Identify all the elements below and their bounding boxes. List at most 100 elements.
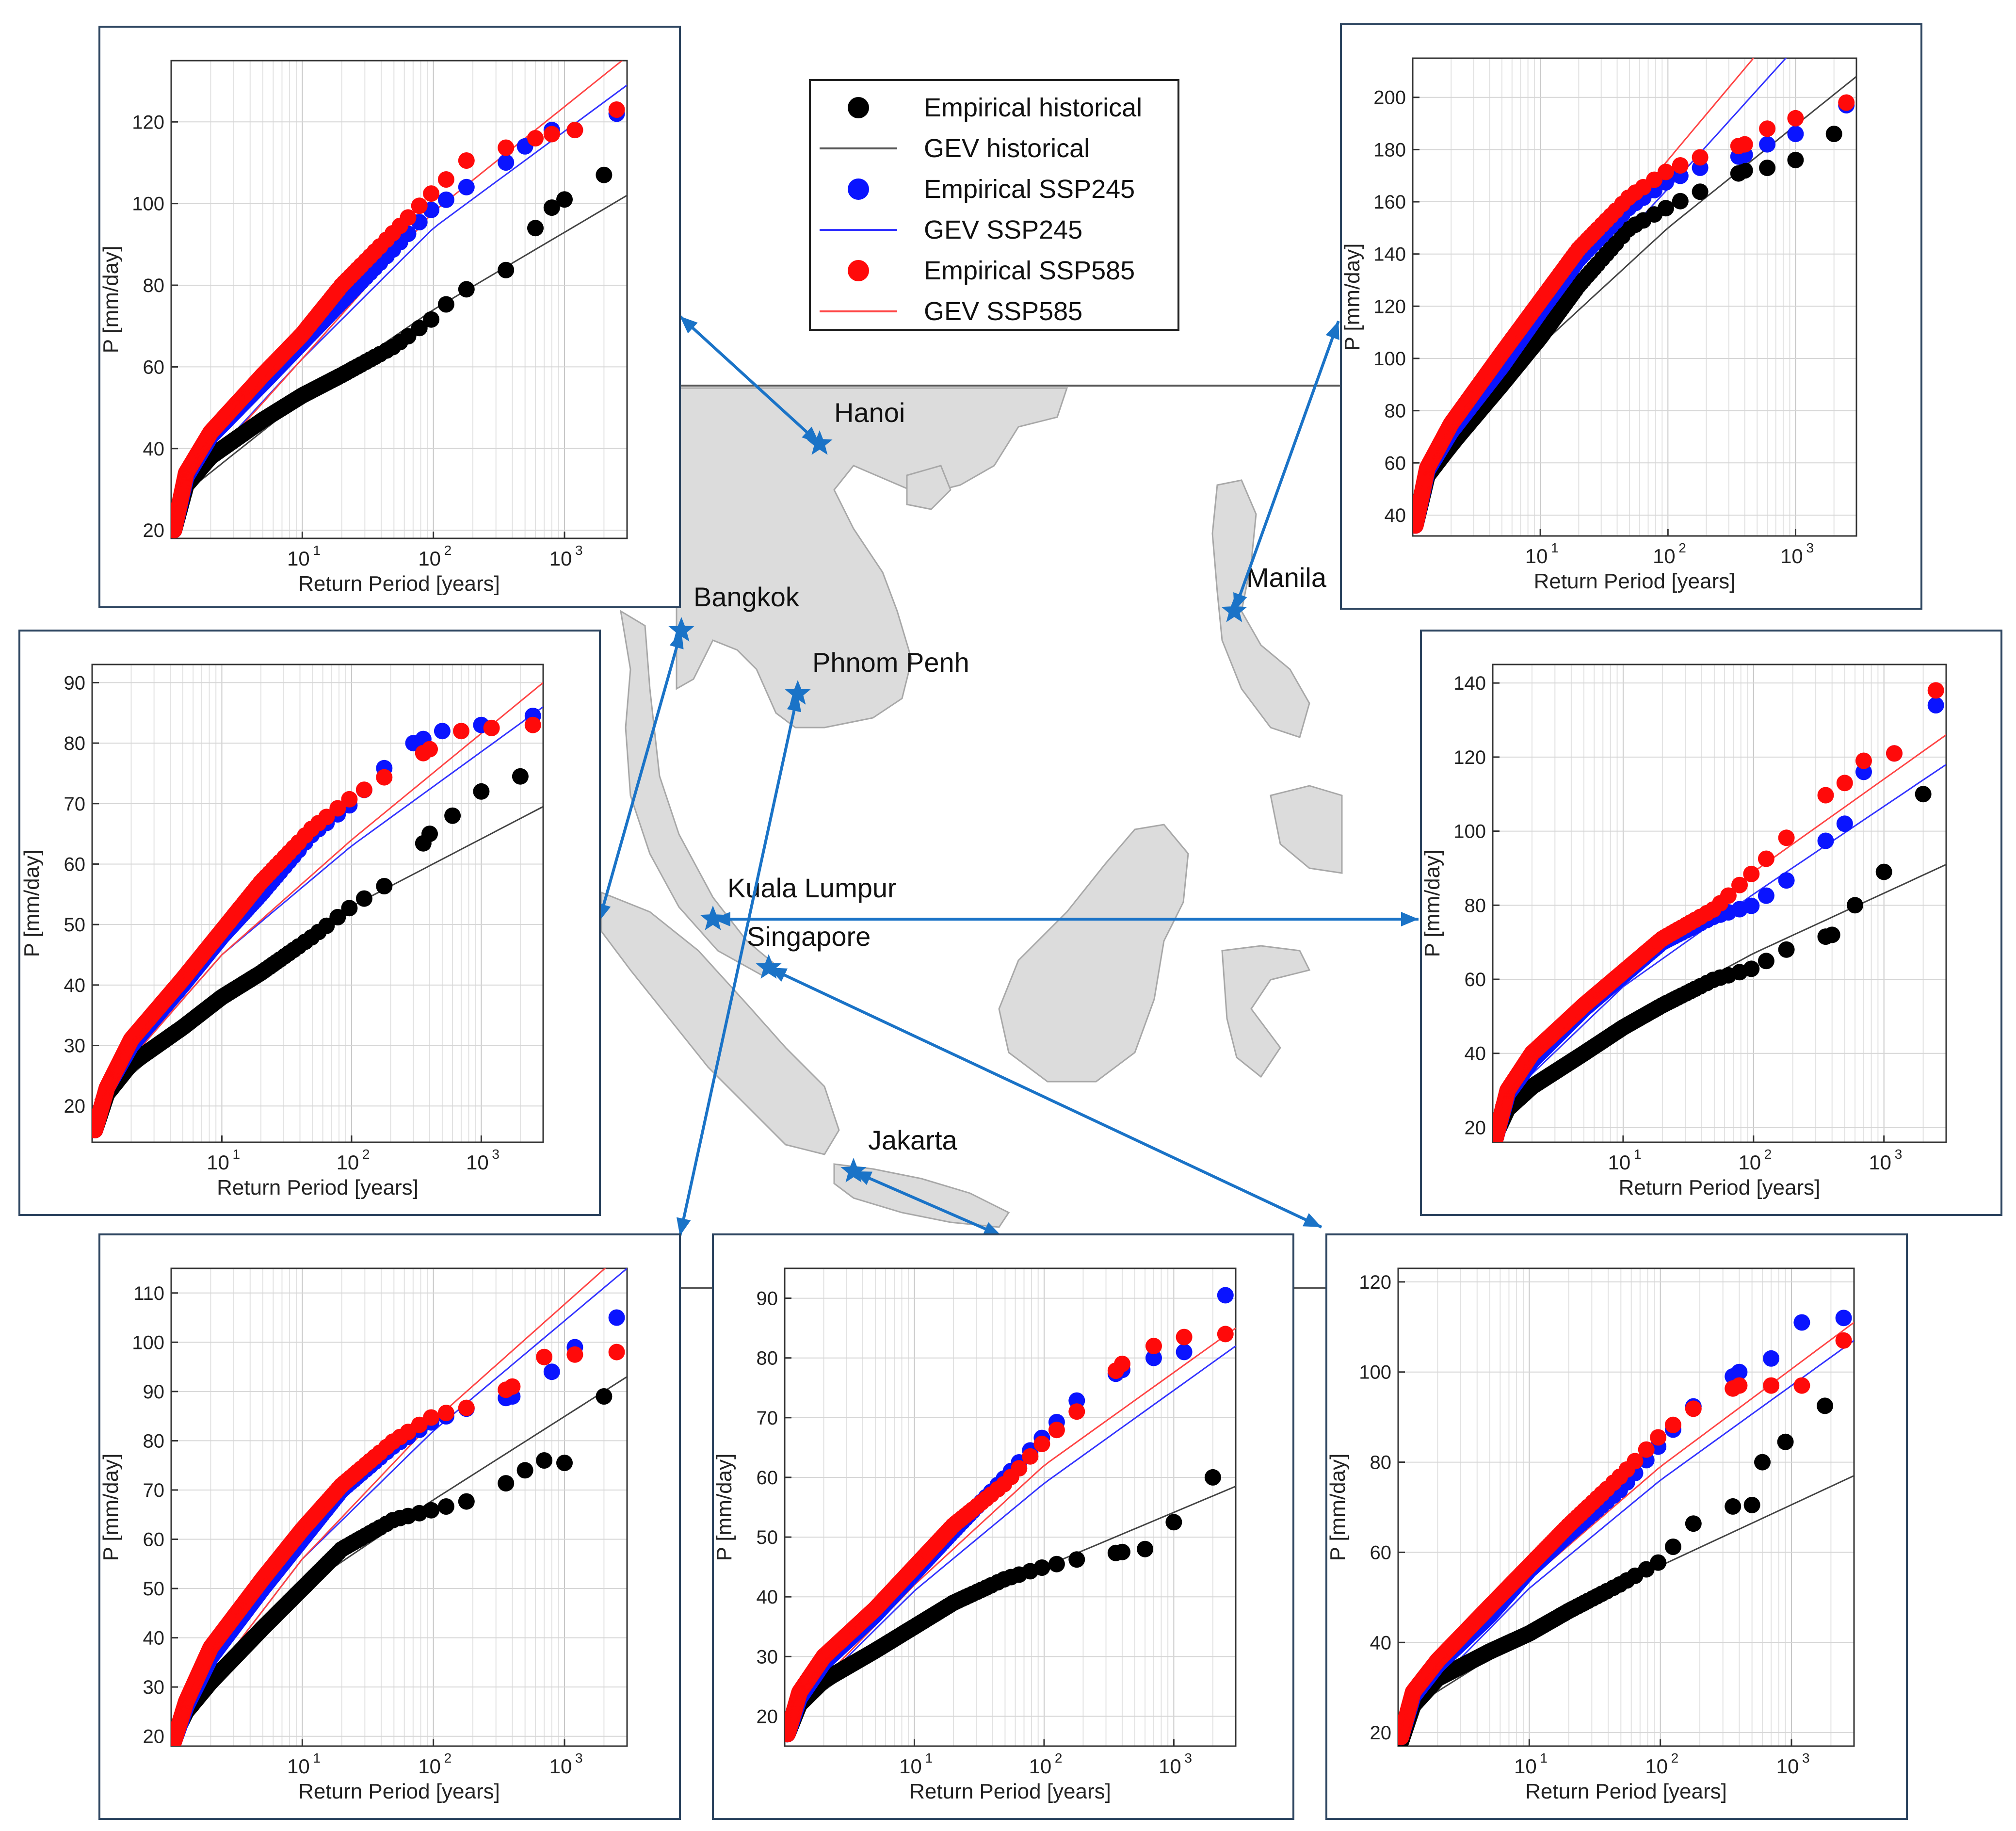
data-point — [1731, 876, 1748, 893]
series-empirical-historical — [173, 194, 627, 502]
arrow-shaft — [853, 1170, 1002, 1237]
y-tick-label: 20 — [143, 520, 165, 541]
series-layer — [1413, 58, 1856, 534]
arrow-head — [713, 912, 730, 926]
data-point — [423, 311, 440, 328]
data-point-extreme — [421, 741, 438, 758]
y-tick-label: 80 — [143, 275, 165, 296]
star-icon — [668, 617, 694, 642]
data-point — [329, 800, 346, 817]
x-tick-base: 10 — [1608, 1151, 1631, 1174]
land-china-indochina — [676, 387, 1068, 729]
x-axis-label: Return Period [years] — [1534, 569, 1736, 593]
city-label: Hanoi — [834, 397, 905, 428]
x-tick-label: 10 3 — [466, 1147, 500, 1174]
data-point — [411, 320, 428, 337]
x-tick-label: 10 3 — [549, 543, 583, 570]
arrow-kuala-lumpur — [713, 912, 1419, 926]
arrow-head — [669, 631, 684, 649]
land-hainan — [906, 465, 952, 510]
x-tick-exponent: 2 — [362, 1147, 370, 1162]
land-sumatra — [600, 891, 840, 1155]
x-tick-exponent: 3 — [575, 543, 583, 558]
data-point-extreme — [1759, 136, 1776, 153]
y-tick-label: 40 — [1465, 1043, 1486, 1065]
y-axis-label: P [mm/day] — [1340, 243, 1364, 351]
x-tick-exponent: 1 — [1634, 1147, 1642, 1162]
y-tick-label: 120 — [1453, 747, 1486, 768]
arrow-jakarta — [853, 1170, 1002, 1237]
y-axis-label: P [mm/day] — [99, 246, 123, 354]
x-tick-base: 10 — [1525, 545, 1548, 567]
map-connector-arrows — [597, 315, 1419, 1237]
x-tick-exponent: 1 — [1551, 540, 1559, 555]
star-icon — [785, 680, 811, 705]
y-tick-label: 140 — [1453, 673, 1486, 694]
arrow-head — [802, 426, 820, 444]
data-point-extreme — [1886, 745, 1903, 762]
data-point-extreme — [566, 122, 583, 139]
y-tick-label: 200 — [1373, 87, 1406, 109]
series-empirical-ssp585 — [94, 682, 543, 1101]
points-empirical-ssp585 — [1413, 94, 1855, 534]
y-tick-label: 50 — [64, 914, 86, 936]
data-point-extreme — [1736, 162, 1753, 179]
data-point — [1758, 953, 1774, 970]
x-tick-base: 10 — [337, 1151, 359, 1174]
data-point-extreme — [1855, 752, 1872, 769]
data-point — [318, 917, 335, 934]
panel-frame — [18, 630, 601, 1216]
data-point — [411, 197, 428, 214]
y-tick-label: 80 — [1385, 401, 1406, 422]
panel-frame — [98, 26, 681, 608]
land-java — [833, 1163, 1010, 1228]
arrow-hanoi — [678, 315, 821, 445]
arrow-head — [677, 1217, 691, 1236]
y-tick-label: 80 — [64, 733, 86, 754]
arrow-shaft — [1233, 320, 1340, 612]
x-axis-label: Return Period [years] — [1619, 1176, 1821, 1199]
points-empirical-ssp585 — [92, 716, 541, 1138]
x-tick-exponent: 3 — [1806, 540, 1814, 555]
x-tick-label: 10 1 — [287, 543, 321, 570]
data-point — [341, 900, 358, 917]
data-point-extreme — [1836, 775, 1853, 792]
data-point-extreme — [1787, 151, 1804, 168]
data-point — [376, 878, 393, 894]
x-tick-base: 10 — [1738, 1151, 1761, 1174]
y-tick-label: 60 — [1465, 969, 1486, 990]
x-tick-label: 10 1 — [207, 1147, 240, 1174]
arrow-head — [769, 968, 788, 982]
data-point — [1817, 832, 1834, 849]
arrow-head — [1325, 321, 1339, 340]
data-point — [1778, 829, 1795, 846]
city-bangkok: Bangkok — [668, 582, 800, 642]
y-tick-label: 180 — [1373, 139, 1406, 161]
x-tick-base: 10 — [418, 547, 441, 570]
data-point — [1817, 787, 1834, 804]
y-tick-label: 40 — [143, 438, 165, 460]
y-tick-label: 20 — [64, 1096, 86, 1117]
y-tick-label: 100 — [1453, 821, 1486, 843]
data-point — [400, 209, 417, 226]
data-point-extreme — [1927, 682, 1944, 699]
plot-area — [1412, 57, 1857, 537]
y-tick-label: 120 — [1373, 296, 1406, 317]
x-tick-base: 10 — [1869, 1151, 1891, 1174]
arrow-head — [983, 1222, 1001, 1236]
y-tick-label: 40 — [64, 975, 86, 996]
land-masses — [600, 387, 1343, 1262]
x-tick-label: 10 2 — [337, 1147, 370, 1174]
data-point-extreme — [1836, 815, 1853, 832]
land-borneo — [998, 824, 1189, 1083]
data-point-extreme — [483, 719, 500, 736]
data-point-extreme — [1823, 926, 1840, 943]
data-point-extreme — [434, 723, 451, 740]
x-axis-label: Return Period [years] — [217, 1176, 419, 1199]
data-point — [498, 154, 515, 171]
plot-area — [1492, 664, 1947, 1143]
data-point-extreme — [421, 826, 438, 843]
